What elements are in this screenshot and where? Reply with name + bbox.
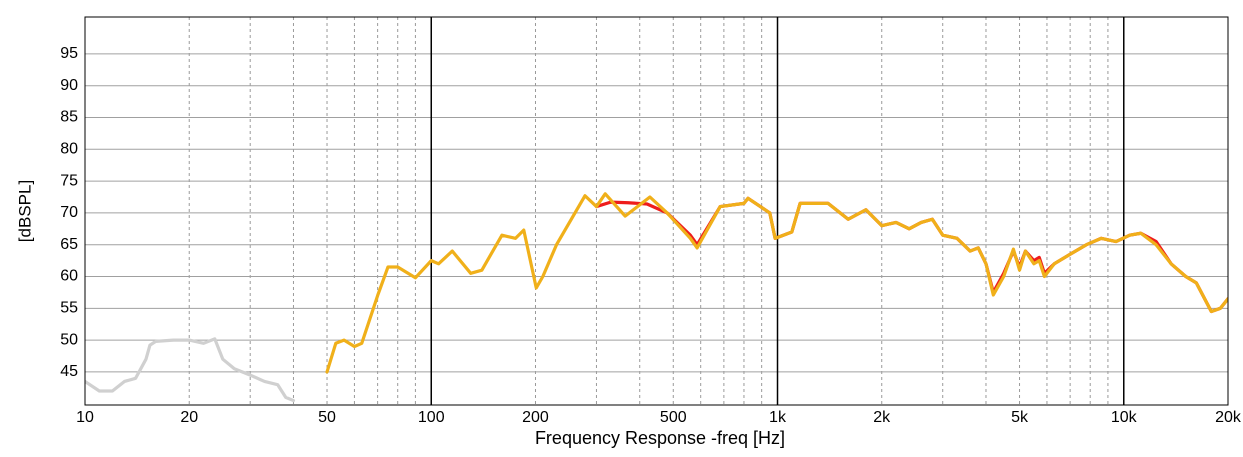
y-tick-label: 95 [60,45,78,62]
response-curve [325,192,1228,374]
x-tick-label: 100 [418,409,445,426]
y-tick-label: 80 [60,141,78,158]
y-tick-label: 90 [60,77,78,94]
y-tick-label: 75 [60,172,78,189]
x-tick-label: 500 [660,409,687,426]
y-tick-label: 65 [60,236,78,253]
x-tick-label: 1k [769,409,787,426]
x-tick-label: 200 [522,409,549,426]
y-tick-label: 70 [60,204,78,221]
x-tick-label: 2k [873,409,891,426]
curves [85,192,1228,403]
y-tick-label: 45 [60,363,78,380]
x-axis-label: Frequency Response -freq [Hz] [535,428,785,448]
x-tick-label: 5k [1011,409,1029,426]
x-tick-label: 20k [1215,409,1242,426]
grid [85,17,1228,405]
x-tick-label: 10 [76,409,94,426]
y-tick-label: 85 [60,109,78,126]
y-axis-label: [dBSPL] [15,180,34,242]
y-tick-label: 50 [60,331,78,348]
plot-frame [84,16,1229,406]
y-tick-label: 60 [60,268,78,285]
response-curve [85,337,296,403]
x-tick-label: 20 [180,409,198,426]
x-tick-label: 10k [1111,409,1138,426]
y-tick-label: 55 [60,300,78,317]
labels: 45 50 55 60 65 70 75 80 85 90 95 10 20 50 100 200 500 1k 2… [60,45,1242,426]
x-tick-label: 50 [318,409,336,426]
